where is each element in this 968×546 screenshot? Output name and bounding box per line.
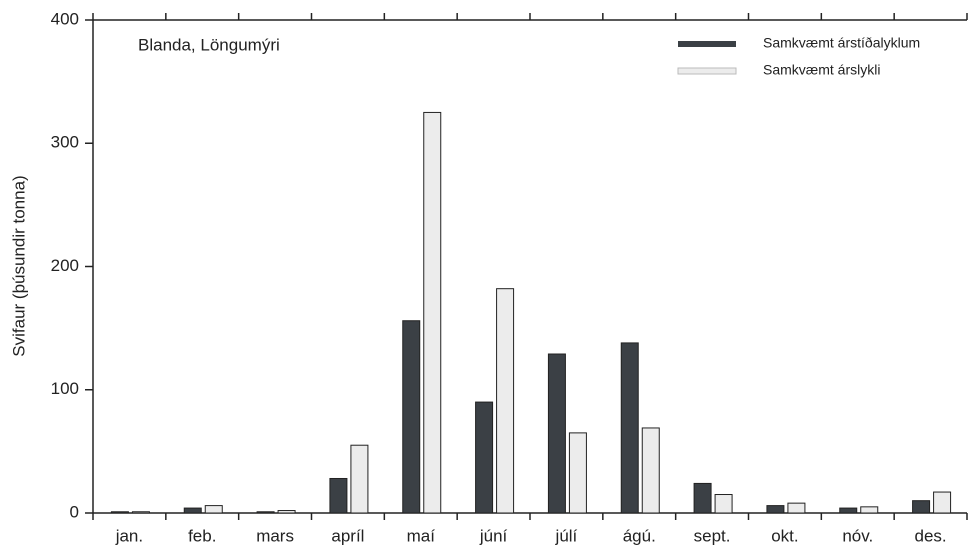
y-axis-label: Svifaur (þúsundir tonna) (9, 175, 28, 356)
x-tick-label: sept. (694, 526, 731, 545)
x-tick-label: jan. (115, 526, 143, 545)
y-tick-label: 400 (51, 9, 79, 28)
legend-label: Samkvæmt árslykli (763, 62, 880, 78)
x-tick-label: des. (915, 526, 947, 545)
bar (912, 500, 931, 514)
bar (350, 444, 369, 514)
bar (933, 491, 952, 514)
bar (620, 342, 639, 514)
bar (183, 507, 202, 514)
bar (641, 427, 660, 514)
bar (131, 511, 150, 514)
bar (475, 401, 494, 514)
annotation: Blanda, Löngumýri (138, 35, 280, 54)
bar (839, 507, 858, 514)
legend-swatch (678, 41, 736, 47)
x-tick-label: júní (479, 526, 508, 545)
x-tick-label: júlí (555, 526, 578, 545)
bar (766, 505, 785, 514)
y-tick-label: 300 (51, 133, 79, 152)
x-tick-label: ágú. (623, 526, 656, 545)
y-tick-label: 200 (51, 256, 79, 275)
legend-swatch (677, 67, 737, 75)
bar (402, 320, 421, 514)
bar (110, 511, 129, 514)
bar (714, 494, 733, 514)
legend-label: Samkvæmt árstíðalyklum (763, 35, 920, 51)
bar (423, 111, 442, 514)
x-tick-label: nóv. (842, 526, 873, 545)
bar (860, 506, 879, 514)
bar (568, 432, 587, 514)
bar (787, 502, 806, 514)
y-tick-label: 0 (70, 502, 79, 521)
bar (329, 477, 348, 514)
bar (277, 510, 296, 514)
bar (496, 288, 515, 514)
bar (693, 482, 712, 514)
x-tick-label: apríl (331, 526, 364, 545)
x-tick-label: okt. (771, 526, 798, 545)
x-tick-label: feb. (188, 526, 216, 545)
bar (204, 505, 223, 514)
x-tick-label: mars (256, 526, 294, 545)
bar (256, 511, 275, 514)
x-tick-label: maí (407, 526, 436, 545)
bar (547, 353, 566, 514)
y-tick-label: 100 (51, 379, 79, 398)
